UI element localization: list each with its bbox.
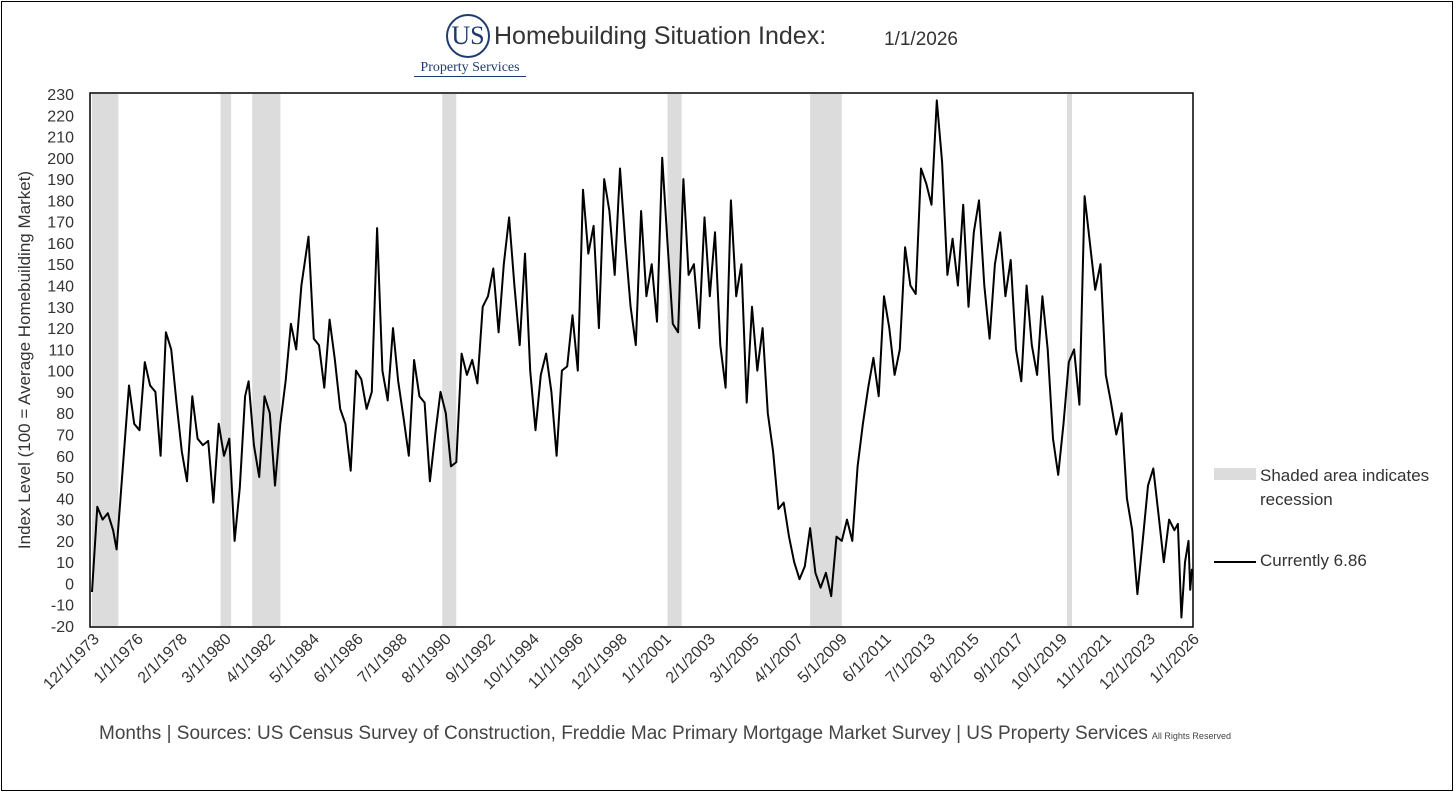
y-tick-label: 210: [47, 130, 74, 147]
y-tick-label: 220: [47, 108, 74, 125]
y-tick-label: 30: [56, 513, 74, 530]
recession-band-3: [252, 94, 281, 626]
us-property-services-logo: US Property Services: [414, 14, 526, 84]
footer-rights: All Rights Reserved: [1151, 731, 1231, 741]
y-tick-label: 90: [56, 385, 74, 402]
recession-bands: [92, 94, 1072, 626]
y-tick-label: 0: [65, 576, 74, 593]
y-tick-label: 10: [56, 555, 74, 572]
legend-recession-swatch: [1214, 468, 1256, 480]
x-tick-label: 1/1/2026: [1147, 631, 1203, 687]
recession-band-1: [92, 94, 119, 626]
y-tick-label: 160: [47, 236, 74, 253]
y-tick-label: -20: [51, 619, 74, 636]
chart-title: Homebuilding Situation Index:: [494, 22, 827, 50]
footer-sources: Months | Sources: US Census Survey of Co…: [99, 723, 1231, 745]
x-tick-label: 12/1/1973: [40, 631, 102, 693]
recession-band-4: [442, 94, 457, 626]
y-tick-label: 60: [56, 449, 74, 466]
y-tick-label: 100: [47, 364, 74, 381]
y-tick-label: 180: [47, 193, 74, 210]
y-tick-label: 120: [47, 321, 74, 338]
series-layer: [91, 99, 1193, 619]
y-tick-label: 230: [47, 87, 74, 104]
y-tick-label: 70: [56, 428, 74, 445]
recession-band-2: [220, 94, 232, 626]
series-line-1: [91, 99, 1193, 619]
y-tick-label: 80: [56, 406, 74, 423]
y-tick-label: 40: [56, 491, 74, 508]
y-tick-label: 170: [47, 215, 74, 232]
y-tick-label: 130: [47, 300, 74, 317]
y-tick-label: 140: [47, 279, 74, 296]
y-tick-label: 110: [48, 342, 74, 359]
legend-series-label: Currently 6.86: [1260, 551, 1367, 570]
y-tick-label: 150: [47, 257, 74, 274]
y-tick-label: 50: [56, 470, 74, 487]
y-tick-label: 200: [47, 151, 74, 168]
recession-band-5: [667, 94, 682, 626]
recession-band-6: [810, 94, 842, 626]
y-tick-label: 20: [56, 534, 74, 551]
plot-area: [89, 92, 1194, 628]
x-axis-ticks: 12/1/19731/1/19762/1/19783/1/19804/1/198…: [40, 631, 1202, 693]
y-axis-label: Index Level (100 = Average Homebuilding …: [15, 171, 34, 549]
footer-sources-text: Months | Sources: US Census Survey of Co…: [99, 723, 1148, 744]
legend-series-swatch: [1214, 561, 1256, 563]
logo-text: Property Services: [414, 60, 526, 77]
chart-date: 1/1/2026: [884, 29, 958, 50]
y-axis-ticks: -20 -10 0 10 20 30 40 50 60 70 80 90 100 110 120 130 140…: [47, 87, 74, 636]
legend-recession-label: Shaded area indicates recession: [1260, 466, 1430, 509]
logo-mark: US: [446, 14, 490, 58]
x-tick-label: 5/1/2009: [795, 631, 851, 687]
y-tick-label: -10: [51, 598, 74, 615]
y-tick-label: 190: [47, 172, 74, 189]
